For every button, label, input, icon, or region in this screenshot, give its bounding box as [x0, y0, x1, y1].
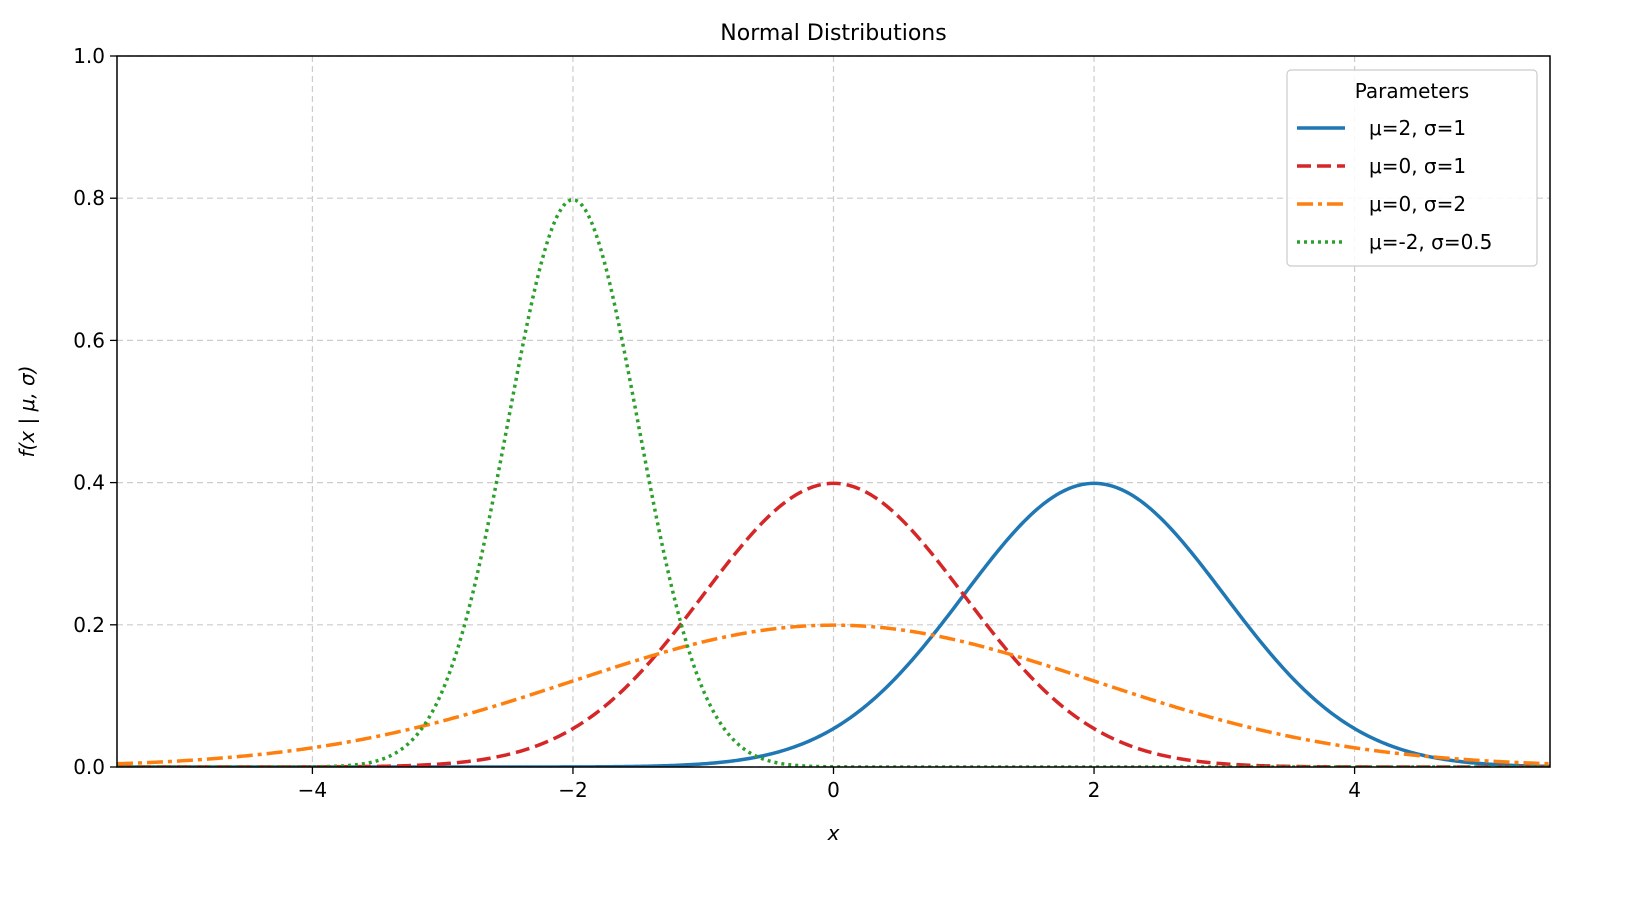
x-tick-label: 4 [1348, 778, 1361, 802]
legend-entry-label-0: μ=2, σ=1 [1369, 116, 1466, 140]
y-tick-label: 0.2 [73, 613, 105, 637]
y-axis-label: f(x | μ, σ) [15, 365, 39, 457]
y-tick-label: 1.0 [73, 44, 105, 68]
series-line-3 [117, 197, 1550, 767]
x-tick-label: −4 [298, 778, 327, 802]
series-lines [117, 197, 1550, 767]
series-line-1 [117, 481, 1550, 767]
legend-title: Parameters [1355, 79, 1469, 103]
chart-title: Normal Distributions [720, 21, 946, 46]
x-tick-label: −2 [558, 778, 587, 802]
x-tick-label: 0 [827, 778, 840, 802]
legend-entry-label-2: μ=0, σ=2 [1369, 192, 1466, 216]
y-tick-label: 0.4 [73, 471, 105, 495]
y-tick-label: 0.6 [73, 328, 105, 352]
legend-box [1286, 69, 1538, 267]
series-line-2 [117, 623, 1550, 766]
y-tick-label: 0.0 [73, 755, 105, 779]
legend: Parameters μ=2, σ=1 μ=0, σ=1 μ=0, σ=2 μ=-2,… [1286, 69, 1538, 267]
x-tick-label: 2 [1088, 778, 1101, 802]
y-tick-label: 0.8 [73, 186, 105, 210]
series-line-0 [117, 481, 1550, 767]
axis-ticks: −4 −2 0 2 4 0.0 0.2 0.4 0.6 0.8 1.0 [73, 44, 1361, 802]
legend-entry-label-1: μ=0, σ=1 [1369, 154, 1466, 178]
x-axis-label: x [827, 821, 840, 845]
legend-entry-label-3: μ=-2, σ=0.5 [1369, 230, 1492, 254]
